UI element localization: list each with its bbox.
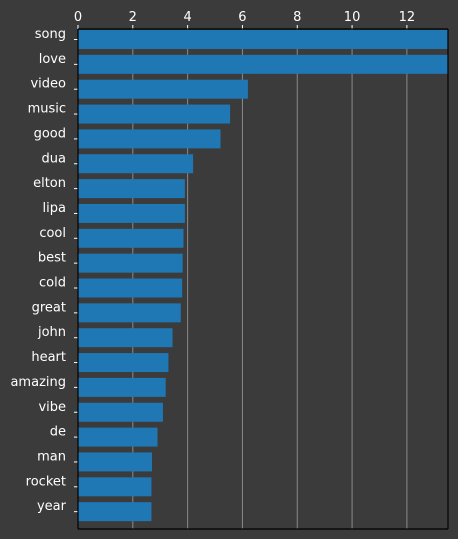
category-label: music — [28, 102, 66, 117]
category-label: video — [30, 77, 66, 92]
category-label: year — [37, 499, 67, 514]
bar-music — [78, 104, 231, 124]
x-tick-label: 4 — [183, 10, 191, 25]
bar-man — [78, 452, 152, 472]
tick-labels: 0 2 4 6 8 10 12 song love video music good dua elton l… — [10, 10, 415, 514]
category-label: great — [32, 300, 66, 315]
category-label: rocket — [26, 474, 66, 489]
category-label: lipa — [43, 201, 66, 216]
x-tick-label: 8 — [293, 10, 301, 25]
category-label: good — [34, 126, 66, 141]
x-tick-label: 10 — [344, 10, 361, 25]
category-label: song — [35, 27, 66, 42]
category-label: vibe — [38, 400, 66, 415]
bar-john — [78, 328, 173, 348]
bar-video — [78, 79, 248, 99]
category-label: heart — [31, 350, 66, 365]
x-tick-label: 0 — [74, 10, 82, 25]
bar-rocket — [78, 477, 152, 497]
bar-lipa — [78, 203, 185, 223]
category-label: dua — [42, 151, 66, 166]
bars — [78, 30, 448, 522]
bar-de — [78, 427, 158, 447]
x-tick-label: 12 — [399, 10, 416, 25]
bar-love — [78, 54, 448, 74]
bar-elton — [78, 179, 185, 199]
category-label: amazing — [10, 375, 66, 390]
bar-amazing — [78, 377, 166, 397]
category-label: best — [38, 251, 66, 266]
bar-good — [78, 129, 221, 149]
bar-cold — [78, 278, 183, 298]
bar-song — [78, 30, 448, 49]
bar-great — [78, 303, 181, 323]
axes — [74, 25, 449, 530]
bar-dua — [78, 154, 194, 174]
bar-vibe — [78, 402, 163, 422]
x-tick-label: 6 — [238, 10, 246, 25]
bar-best — [78, 253, 183, 273]
category-label: love — [39, 52, 66, 67]
category-label: john — [37, 325, 66, 340]
category-label: cool — [39, 226, 66, 241]
category-label: elton — [33, 176, 66, 191]
category-label: de — [50, 425, 66, 440]
bar-cool — [78, 228, 184, 248]
bar-year — [78, 502, 152, 522]
x-tick-label: 2 — [129, 10, 137, 25]
category-label: cold — [39, 276, 66, 291]
category-label: man — [37, 449, 66, 464]
bar-heart — [78, 353, 169, 373]
